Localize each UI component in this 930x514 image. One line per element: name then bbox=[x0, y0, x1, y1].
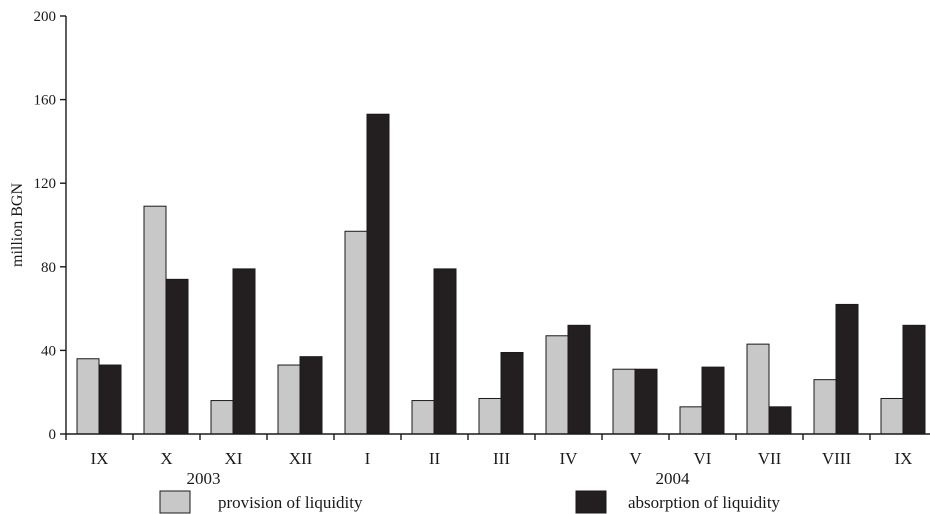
legend-swatch bbox=[159, 490, 191, 514]
legend-swatch bbox=[575, 490, 607, 514]
x-category-label: II bbox=[429, 449, 441, 468]
bar-absorption bbox=[299, 356, 323, 435]
x-category-label: III bbox=[493, 449, 510, 468]
bar-provision bbox=[478, 397, 502, 435]
bar-provision bbox=[679, 406, 703, 435]
bar-absorption bbox=[232, 268, 256, 435]
year-label: 2004 bbox=[656, 469, 691, 488]
x-category-label: V bbox=[629, 449, 642, 468]
y-tick-label: 40 bbox=[41, 343, 56, 359]
x-category-label: XII bbox=[289, 449, 313, 468]
bar-provision bbox=[545, 335, 569, 435]
x-category-label: VI bbox=[694, 449, 712, 468]
legend: provision of liquidity absorption of liqu… bbox=[159, 490, 781, 514]
bar-provision bbox=[344, 230, 368, 435]
legend-label: absorption of liquidity bbox=[628, 493, 781, 512]
x-category-label: X bbox=[160, 449, 172, 468]
x-category-label: IV bbox=[560, 449, 579, 468]
year-label: 2003 bbox=[187, 469, 221, 488]
x-category-label: I bbox=[365, 449, 371, 468]
x-category-label: XI bbox=[225, 449, 243, 468]
axes-group bbox=[65, 16, 930, 435]
bar-absorption bbox=[165, 278, 189, 435]
x-category-label: VII bbox=[758, 449, 782, 468]
bar-provision bbox=[612, 368, 636, 435]
y-ticks-group: 0 40 80 120 160 200 bbox=[34, 9, 66, 443]
y-tick-label: 120 bbox=[34, 176, 57, 192]
bar-provision bbox=[746, 343, 770, 435]
bar-provision bbox=[210, 400, 234, 435]
y-axis-label: million BGN bbox=[9, 183, 26, 267]
bar-absorption bbox=[902, 324, 926, 435]
bar-provision bbox=[880, 397, 904, 435]
bar-provision bbox=[277, 364, 301, 435]
bar-provision bbox=[76, 358, 100, 435]
x-category-label: IX bbox=[91, 449, 109, 468]
bars-group bbox=[76, 113, 926, 435]
bar-absorption bbox=[835, 303, 859, 435]
bar-provision bbox=[813, 379, 837, 435]
bar-absorption bbox=[98, 364, 122, 435]
bar-absorption bbox=[567, 324, 591, 435]
x-category-label: VIII bbox=[822, 449, 852, 468]
y-tick-label: 80 bbox=[41, 260, 56, 276]
y-tick-label: 0 bbox=[49, 427, 57, 443]
x-category-label: IX bbox=[895, 449, 913, 468]
bar-absorption bbox=[366, 113, 390, 435]
bar-absorption bbox=[433, 268, 457, 435]
bar-provision bbox=[411, 400, 435, 435]
bar-absorption bbox=[634, 368, 658, 435]
legend-label: provision of liquidity bbox=[218, 493, 363, 512]
bar-absorption bbox=[768, 406, 792, 435]
bar-absorption bbox=[500, 351, 524, 435]
bar-absorption bbox=[701, 366, 725, 435]
bar-provision bbox=[143, 205, 167, 435]
y-tick-label: 160 bbox=[34, 93, 57, 109]
y-tick-label: 200 bbox=[34, 9, 57, 25]
